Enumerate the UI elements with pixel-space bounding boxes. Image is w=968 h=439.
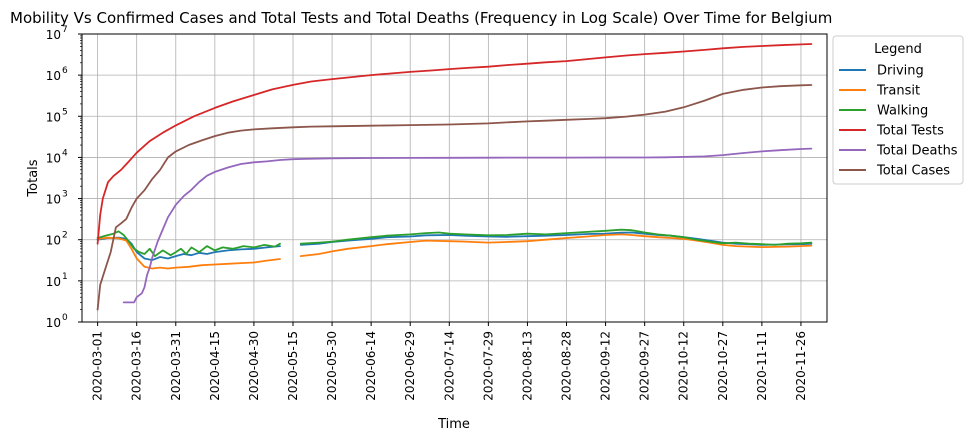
x-tick-label: 2020-08-13 bbox=[520, 331, 534, 401]
x-tick-label: 2020-10-12 bbox=[677, 331, 691, 401]
x-axis-label: Time bbox=[437, 417, 470, 432]
x-tick-label: 2020-04-15 bbox=[208, 331, 222, 401]
y-tick-exponent: 5 bbox=[62, 107, 68, 117]
x-tick-label: 2020-03-16 bbox=[130, 331, 144, 401]
y-tick-exponent: 6 bbox=[62, 66, 68, 76]
series-line-walking bbox=[96, 230, 281, 257]
legend-label: Total Cases bbox=[876, 164, 950, 179]
x-tick-label: 2020-06-14 bbox=[364, 331, 378, 401]
series-line-total-deaths bbox=[122, 147, 813, 304]
x-tick-label: 2020-03-31 bbox=[169, 331, 183, 401]
x-tick-label: 2020-05-30 bbox=[325, 331, 339, 401]
y-tick-exponent: 4 bbox=[62, 148, 68, 158]
x-tick-label: 2020-03-01 bbox=[91, 331, 105, 401]
x-tick-label: 2020-07-14 bbox=[442, 331, 456, 401]
y-tick-label: 10 bbox=[46, 234, 61, 248]
legend-label: Total Tests bbox=[876, 124, 944, 139]
x-tick-label: 2020-04-30 bbox=[247, 331, 261, 401]
legend-title: Legend bbox=[874, 42, 922, 57]
y-tick-label: 10 bbox=[46, 316, 61, 330]
y-tick-label: 10 bbox=[46, 275, 61, 289]
series-line-transit bbox=[96, 236, 281, 270]
series-line-total-cases bbox=[96, 84, 813, 311]
legend-items: Driving Transit Walking Total Tests Total De… bbox=[839, 64, 958, 179]
y-tick-exponent: 7 bbox=[62, 25, 68, 35]
series-lines bbox=[96, 43, 813, 311]
legend-label: Driving bbox=[877, 64, 924, 79]
y-tick-exponent: 2 bbox=[62, 231, 68, 241]
x-tick-label: 2020-11-11 bbox=[755, 331, 769, 401]
y-tick-exponent: 0 bbox=[62, 313, 68, 323]
x-tick-label: 2020-09-27 bbox=[638, 331, 652, 401]
y-tick-label: 10 bbox=[46, 151, 61, 165]
series-line-total-tests bbox=[96, 43, 813, 245]
y-tick-exponent: 1 bbox=[62, 272, 68, 282]
x-tick-label: 2020-06-29 bbox=[403, 331, 417, 401]
x-tick-label: 2020-09-12 bbox=[599, 331, 613, 401]
y-tick-label: 10 bbox=[46, 69, 61, 83]
legend-label: Total Deaths bbox=[876, 144, 958, 159]
legend-label: Transit bbox=[876, 84, 920, 99]
plot-frame bbox=[81, 33, 828, 323]
x-tick-label: 2020-08-28 bbox=[560, 331, 574, 401]
x-axis: 2020-03-01 2020-03-16 2020-03-31 2020-04-15… bbox=[91, 322, 808, 401]
legend: Legend Driving Transit Walking Total Tests T… bbox=[832, 35, 964, 185]
y-tick-exponent: 3 bbox=[62, 190, 68, 200]
x-tick-label: 2020-10-27 bbox=[716, 331, 730, 401]
series-line-transit bbox=[299, 233, 813, 257]
y-tick-label: 10 bbox=[46, 28, 61, 42]
y-tick-label: 10 bbox=[46, 110, 61, 124]
x-tick-label: 2020-07-29 bbox=[481, 331, 495, 401]
chart-title: Mobility Vs Confirmed Cases and Total Te… bbox=[10, 9, 832, 27]
series-line-walking bbox=[299, 228, 813, 246]
x-tick-label: 2020-11-26 bbox=[794, 331, 808, 401]
x-tick-label: 2020-05-15 bbox=[286, 331, 300, 401]
legend-label: Walking bbox=[877, 104, 928, 119]
legend-box bbox=[832, 35, 964, 185]
y-tick-label: 10 bbox=[46, 193, 61, 207]
y-axis-label: Totals bbox=[26, 159, 41, 197]
grid-lines bbox=[82, 33, 827, 323]
